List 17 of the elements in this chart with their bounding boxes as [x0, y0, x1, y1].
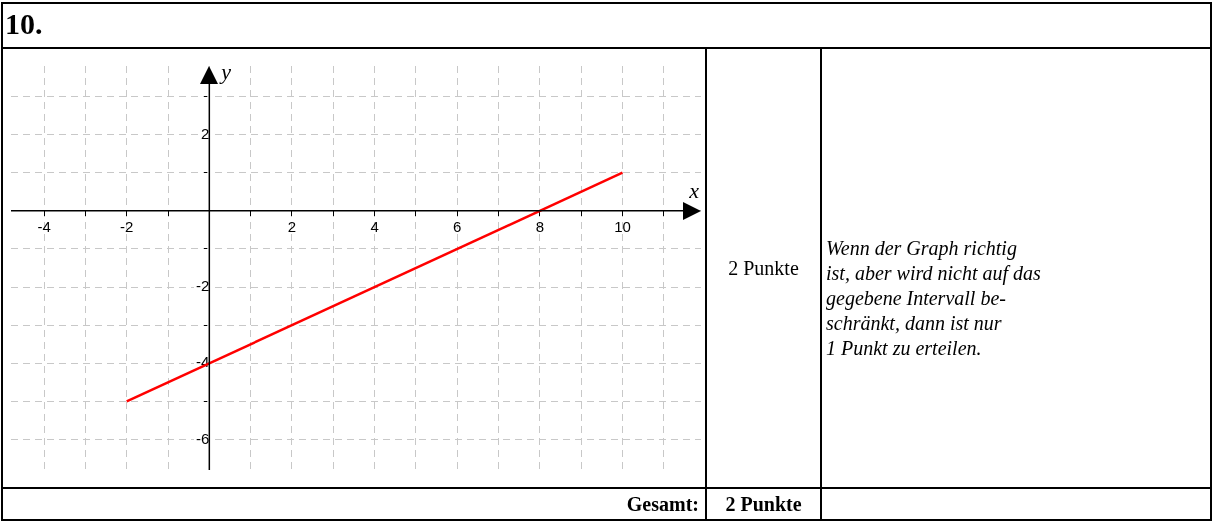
- y-tick-label: 2: [200, 124, 210, 142]
- y-tick-label: -6: [195, 429, 210, 447]
- x-tick-label: 6: [453, 217, 462, 235]
- y-tick-label: -2: [195, 277, 210, 295]
- x-tick-label: 8: [535, 217, 545, 235]
- x-tick-label: -2: [120, 217, 134, 235]
- x-tick-label: 10: [614, 217, 631, 235]
- text: Gesamt:: [2, 488, 706, 520]
- x-axis-title: x: [688, 177, 700, 203]
- y-axis-title: y: [219, 58, 232, 84]
- text: 2 Punkte: [706, 48, 821, 488]
- x-tick-label: 2: [287, 217, 297, 235]
- x-tick-label: 4: [370, 217, 379, 235]
- x-tick-label: -4: [37, 217, 51, 235]
- text: 2 Punkte: [706, 488, 821, 520]
- chart-title: 10.: [2, 3, 1211, 48]
- text: Wenn der Graph richtig ist, aber wird nicht auf das gegebene Intervall be- schränkt, dann ist nur 1 Punkt zu erteilen.: [821, 48, 1211, 488]
